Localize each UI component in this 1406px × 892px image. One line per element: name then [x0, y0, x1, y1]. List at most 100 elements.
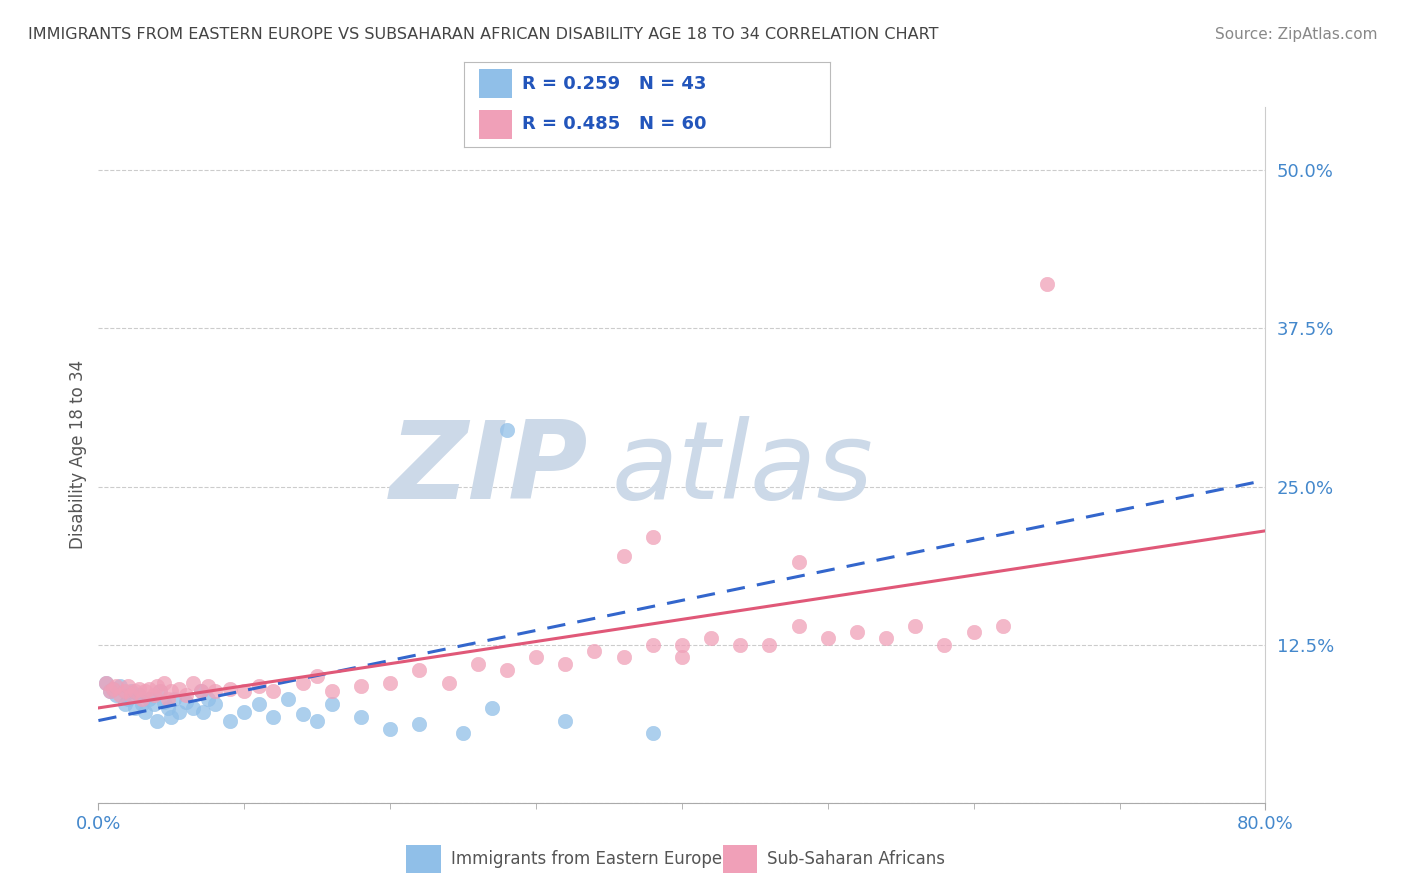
Text: ZIP: ZIP: [391, 416, 589, 522]
Point: [98, 684, 121, 698]
Point: [875, 632, 897, 646]
Point: [204, 684, 226, 698]
Point: [583, 644, 606, 658]
Point: [120, 684, 142, 698]
Point: [262, 710, 284, 724]
Point: [190, 684, 212, 698]
Point: [247, 697, 270, 711]
Point: [101, 681, 124, 696]
Point: [138, 692, 160, 706]
FancyBboxPatch shape: [723, 845, 758, 872]
Point: [350, 680, 373, 694]
Point: [153, 675, 176, 690]
Point: [138, 681, 160, 696]
Point: [307, 669, 329, 683]
Point: [181, 675, 204, 690]
Point: [277, 692, 299, 706]
Point: [149, 684, 172, 698]
Point: [128, 681, 150, 696]
Point: [153, 695, 176, 709]
Point: [149, 684, 172, 698]
Point: [451, 726, 474, 740]
Text: Source: ZipAtlas.com: Source: ZipAtlas.com: [1215, 27, 1378, 42]
Point: [495, 663, 517, 677]
Point: [193, 705, 215, 719]
Point: [101, 681, 124, 696]
Point: [146, 714, 169, 728]
Point: [291, 707, 314, 722]
Point: [641, 726, 664, 740]
Point: [117, 680, 139, 694]
Point: [904, 618, 927, 632]
Point: [495, 423, 517, 437]
Point: [131, 692, 153, 706]
Point: [204, 697, 226, 711]
Point: [962, 625, 984, 640]
Point: [146, 680, 169, 694]
Point: [321, 684, 343, 698]
Point: [554, 657, 576, 671]
FancyBboxPatch shape: [478, 70, 512, 98]
Point: [728, 638, 751, 652]
Point: [134, 705, 156, 719]
Text: Immigrants from Eastern Europe: Immigrants from Eastern Europe: [451, 849, 721, 868]
FancyBboxPatch shape: [406, 845, 441, 872]
Point: [94, 675, 117, 690]
Point: [758, 638, 780, 652]
Point: [128, 688, 150, 702]
Point: [94, 675, 117, 690]
Point: [641, 530, 664, 544]
Point: [467, 657, 489, 671]
Point: [408, 717, 430, 731]
Point: [641, 638, 664, 652]
Point: [233, 705, 256, 719]
Point: [157, 692, 180, 706]
Point: [160, 710, 183, 724]
Point: [1035, 277, 1057, 292]
Point: [104, 680, 127, 694]
Point: [233, 684, 256, 698]
Point: [671, 650, 693, 665]
Point: [612, 650, 634, 665]
Point: [437, 675, 460, 690]
Point: [98, 684, 121, 698]
Point: [163, 692, 186, 706]
Point: [350, 710, 373, 724]
Point: [262, 684, 284, 698]
Point: [408, 663, 430, 677]
Point: [174, 695, 197, 709]
Point: [787, 618, 810, 632]
Point: [120, 688, 142, 702]
Point: [181, 701, 204, 715]
Text: atlas: atlas: [612, 417, 873, 521]
Point: [934, 638, 956, 652]
Point: [167, 681, 190, 696]
Point: [134, 684, 156, 698]
Text: Sub-Saharan Africans: Sub-Saharan Africans: [768, 849, 945, 868]
Point: [114, 684, 136, 698]
Point: [524, 650, 547, 665]
Point: [110, 680, 132, 694]
FancyBboxPatch shape: [478, 110, 512, 139]
Point: [291, 675, 314, 690]
Point: [142, 697, 165, 711]
Point: [157, 701, 180, 715]
Point: [787, 556, 810, 570]
Point: [174, 688, 197, 702]
Y-axis label: Disability Age 18 to 34: Disability Age 18 to 34: [69, 360, 87, 549]
Point: [117, 692, 139, 706]
Point: [612, 549, 634, 563]
Point: [104, 688, 127, 702]
Point: [845, 625, 868, 640]
Text: R = 0.485   N = 60: R = 0.485 N = 60: [523, 115, 707, 133]
Point: [247, 680, 270, 694]
Point: [197, 692, 219, 706]
Point: [110, 688, 132, 702]
Point: [131, 697, 153, 711]
Point: [378, 675, 402, 690]
Point: [321, 697, 343, 711]
Point: [190, 684, 212, 698]
Point: [307, 714, 329, 728]
Point: [481, 701, 503, 715]
Point: [218, 681, 240, 696]
